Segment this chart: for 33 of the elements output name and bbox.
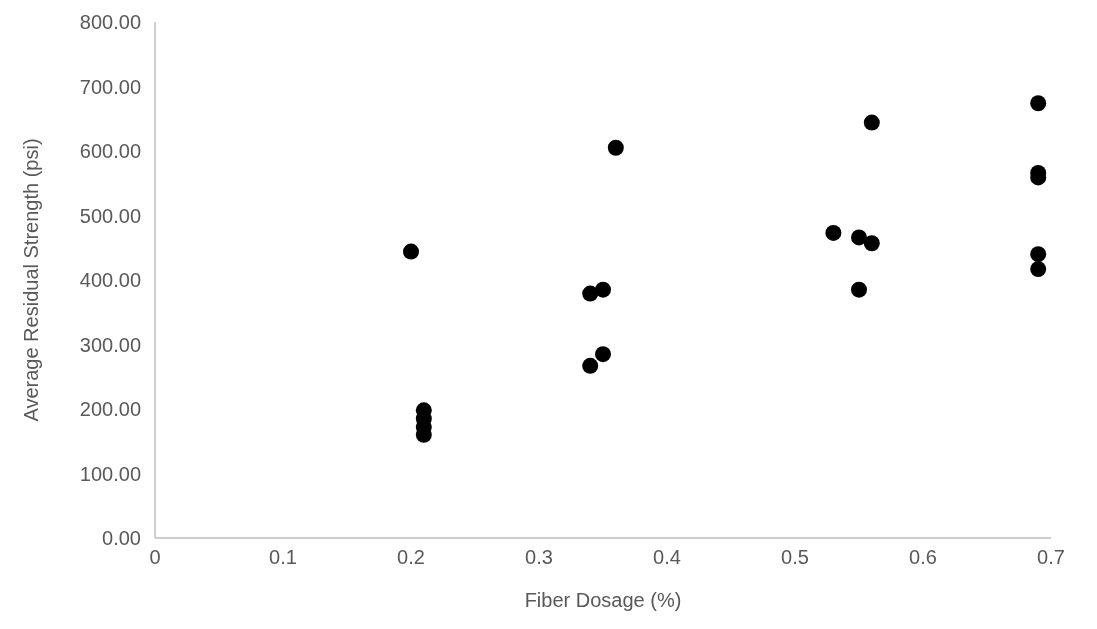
point bbox=[851, 229, 867, 246]
y-tick-label: 800.00 bbox=[79, 11, 141, 33]
x-tick-label: 0 bbox=[149, 546, 161, 568]
y-tick-label: 600.00 bbox=[79, 140, 141, 162]
y-tick-label: 200.00 bbox=[79, 398, 141, 420]
point bbox=[607, 139, 624, 156]
point bbox=[595, 346, 611, 363]
x-tick-label: 0.3 bbox=[525, 546, 553, 568]
point bbox=[595, 281, 611, 298]
point bbox=[403, 243, 419, 260]
y-axis-title: Average Residual Strength (psi) bbox=[20, 138, 42, 422]
x-tick-label: 0.1 bbox=[269, 546, 297, 568]
point bbox=[1030, 95, 1047, 112]
y-tick-label: 0.00 bbox=[102, 527, 141, 549]
x-axis-title: Fiber Dosage (%) bbox=[524, 589, 682, 611]
point bbox=[582, 285, 599, 302]
y-tick-label: 700.00 bbox=[79, 75, 141, 98]
point bbox=[863, 235, 880, 252]
x-tick-label: 0.4 bbox=[653, 546, 681, 568]
point bbox=[825, 224, 842, 241]
y-tick-label: 100.00 bbox=[79, 462, 141, 485]
point bbox=[863, 114, 880, 131]
x-tick-label: 0.5 bbox=[781, 546, 809, 568]
x-tick-label: 0.6 bbox=[909, 546, 937, 568]
x-tick-label: 0.2 bbox=[397, 546, 425, 568]
point bbox=[1030, 261, 1047, 278]
y-tick-label: 400.00 bbox=[79, 269, 141, 291]
x-tick-label: 0.7 bbox=[1037, 546, 1065, 568]
point bbox=[851, 281, 867, 298]
y-tick-label: 300.00 bbox=[79, 333, 141, 356]
point bbox=[582, 357, 599, 374]
y-tick-label: 500.00 bbox=[79, 204, 141, 227]
point bbox=[1030, 246, 1047, 263]
